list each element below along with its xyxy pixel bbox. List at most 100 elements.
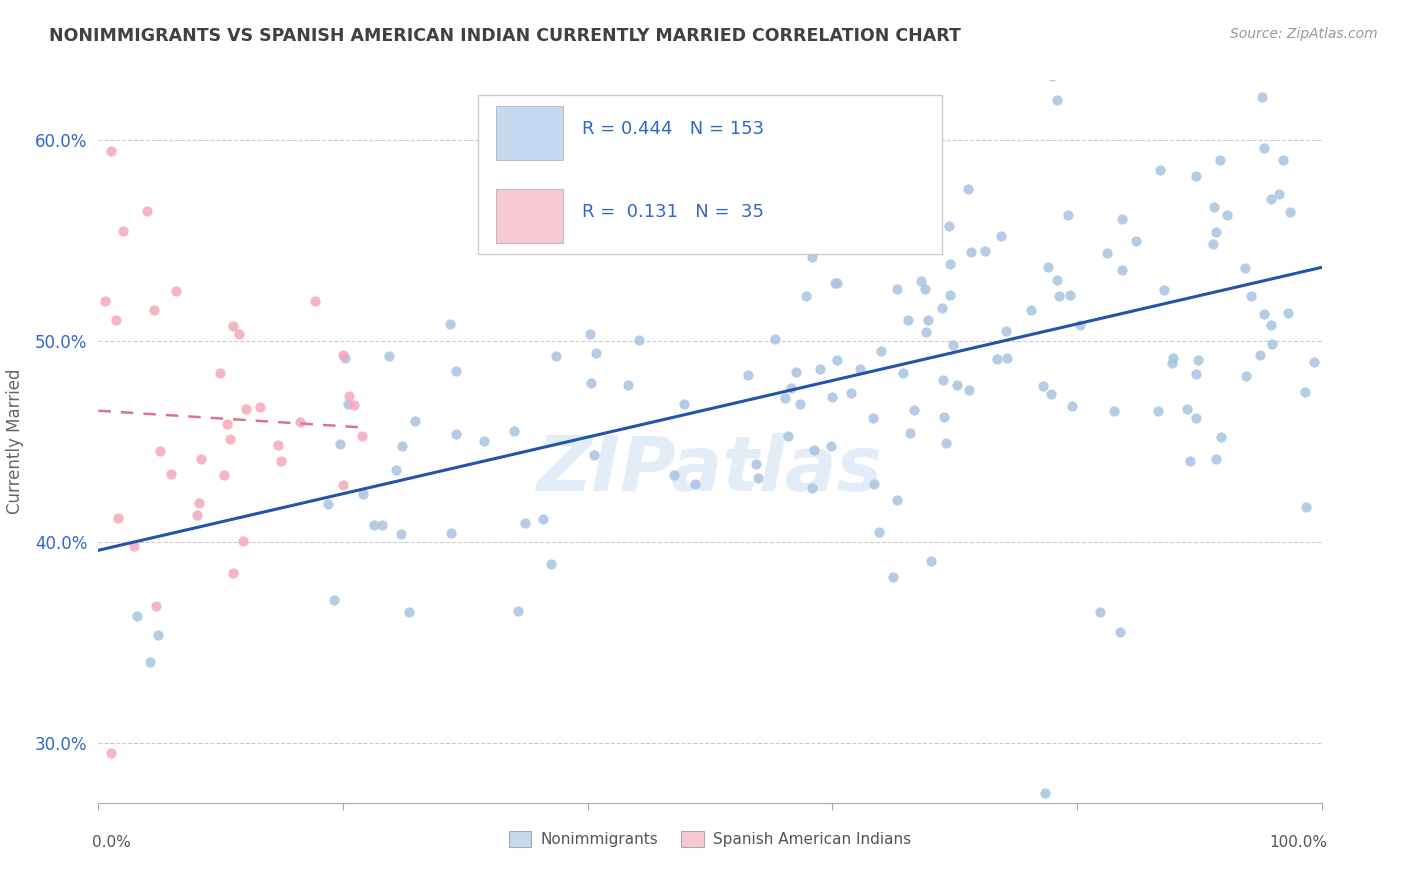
Point	[352, 487, 374, 501]
Point	[391, 439, 413, 453]
Point	[956, 182, 979, 196]
Point	[898, 426, 921, 441]
Point	[1161, 356, 1184, 370]
Point	[886, 493, 908, 508]
Point	[575, 178, 598, 193]
Point	[886, 282, 908, 296]
Point	[304, 293, 326, 308]
Point	[100, 746, 122, 760]
Point	[824, 276, 846, 290]
Point	[398, 605, 420, 619]
Point	[378, 807, 401, 822]
Point	[1125, 234, 1147, 248]
Point	[1057, 208, 1080, 222]
Point	[938, 219, 960, 233]
Point	[931, 301, 953, 315]
Point	[995, 351, 1018, 365]
Point	[1147, 404, 1170, 418]
Point	[1059, 287, 1081, 301]
Point	[446, 426, 468, 441]
Point	[1294, 385, 1316, 400]
Point	[932, 373, 955, 387]
Point	[389, 526, 412, 541]
Point	[371, 517, 394, 532]
Point	[773, 392, 796, 406]
Point	[332, 348, 354, 362]
Text: ZIPatlas: ZIPatlas	[537, 434, 883, 508]
Point	[1267, 186, 1289, 201]
Point	[744, 457, 766, 471]
Point	[974, 244, 997, 258]
Point	[1095, 245, 1118, 260]
Point	[1260, 336, 1282, 351]
Point	[1202, 237, 1225, 252]
Point	[142, 302, 165, 317]
Point	[1104, 404, 1126, 418]
Point	[1211, 429, 1233, 443]
Point	[94, 294, 117, 309]
Point	[1040, 70, 1063, 84]
Point	[1111, 212, 1133, 227]
Point	[1253, 307, 1275, 321]
Point	[960, 245, 983, 260]
Point	[838, 188, 860, 202]
Point	[503, 424, 526, 438]
Point	[579, 376, 602, 391]
Point	[699, 153, 721, 168]
Point	[1040, 387, 1063, 401]
Point	[803, 442, 825, 457]
Point	[159, 467, 181, 481]
Point	[820, 439, 842, 453]
Point	[939, 257, 962, 271]
Point	[190, 451, 212, 466]
Point	[440, 525, 463, 540]
Point	[165, 284, 187, 298]
Bar	[496, 189, 564, 243]
Point	[439, 317, 461, 331]
Point	[1271, 153, 1294, 168]
Point	[546, 349, 568, 363]
Point	[920, 554, 942, 568]
Bar	[496, 105, 564, 160]
Point	[513, 516, 536, 530]
Point	[789, 396, 811, 410]
Point	[404, 414, 426, 428]
Point	[1202, 200, 1225, 214]
Point	[869, 344, 891, 359]
Point	[939, 288, 962, 302]
Point	[942, 338, 965, 352]
Point	[1205, 225, 1227, 239]
Point	[105, 312, 128, 326]
Point	[617, 378, 640, 392]
Point	[267, 437, 290, 451]
Point	[1161, 351, 1184, 365]
Text: NONIMMIGRANTS VS SPANISH AMERICAN INDIAN CURRENTLY MARRIED CORRELATION CHART: NONIMMIGRANTS VS SPANISH AMERICAN INDIAN…	[49, 27, 962, 45]
Point	[763, 332, 786, 346]
Point	[821, 390, 844, 404]
Text: 100.0%: 100.0%	[1270, 835, 1327, 850]
Point	[1090, 605, 1112, 619]
Point	[384, 463, 406, 477]
Point	[1069, 318, 1091, 333]
Point	[1187, 353, 1209, 368]
Point	[232, 534, 254, 549]
Point	[1185, 410, 1208, 425]
Text: Source: ZipAtlas.com: Source: ZipAtlas.com	[1230, 27, 1378, 41]
Point	[235, 402, 257, 417]
Text: 0.0%: 0.0%	[93, 835, 131, 850]
Point	[1240, 289, 1263, 303]
Point	[107, 511, 129, 525]
Point	[122, 539, 145, 553]
Point	[332, 477, 354, 491]
Point	[582, 448, 605, 462]
Point	[747, 471, 769, 485]
Point	[333, 351, 356, 365]
Point	[934, 410, 956, 425]
Point	[531, 512, 554, 526]
Point	[290, 415, 312, 429]
Point	[1260, 193, 1282, 207]
Point	[1175, 401, 1198, 416]
Point	[270, 454, 292, 468]
Point	[145, 599, 167, 613]
Point	[215, 417, 238, 431]
